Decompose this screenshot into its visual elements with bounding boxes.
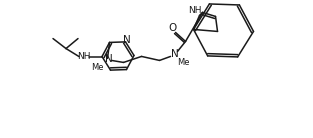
Text: Me: Me bbox=[91, 63, 104, 72]
Text: Me: Me bbox=[177, 58, 190, 67]
Text: N: N bbox=[123, 35, 131, 45]
Text: N: N bbox=[105, 54, 113, 64]
Text: O: O bbox=[168, 23, 177, 33]
Text: N: N bbox=[171, 49, 178, 59]
Text: NH: NH bbox=[188, 6, 201, 15]
Text: NH: NH bbox=[77, 52, 91, 61]
